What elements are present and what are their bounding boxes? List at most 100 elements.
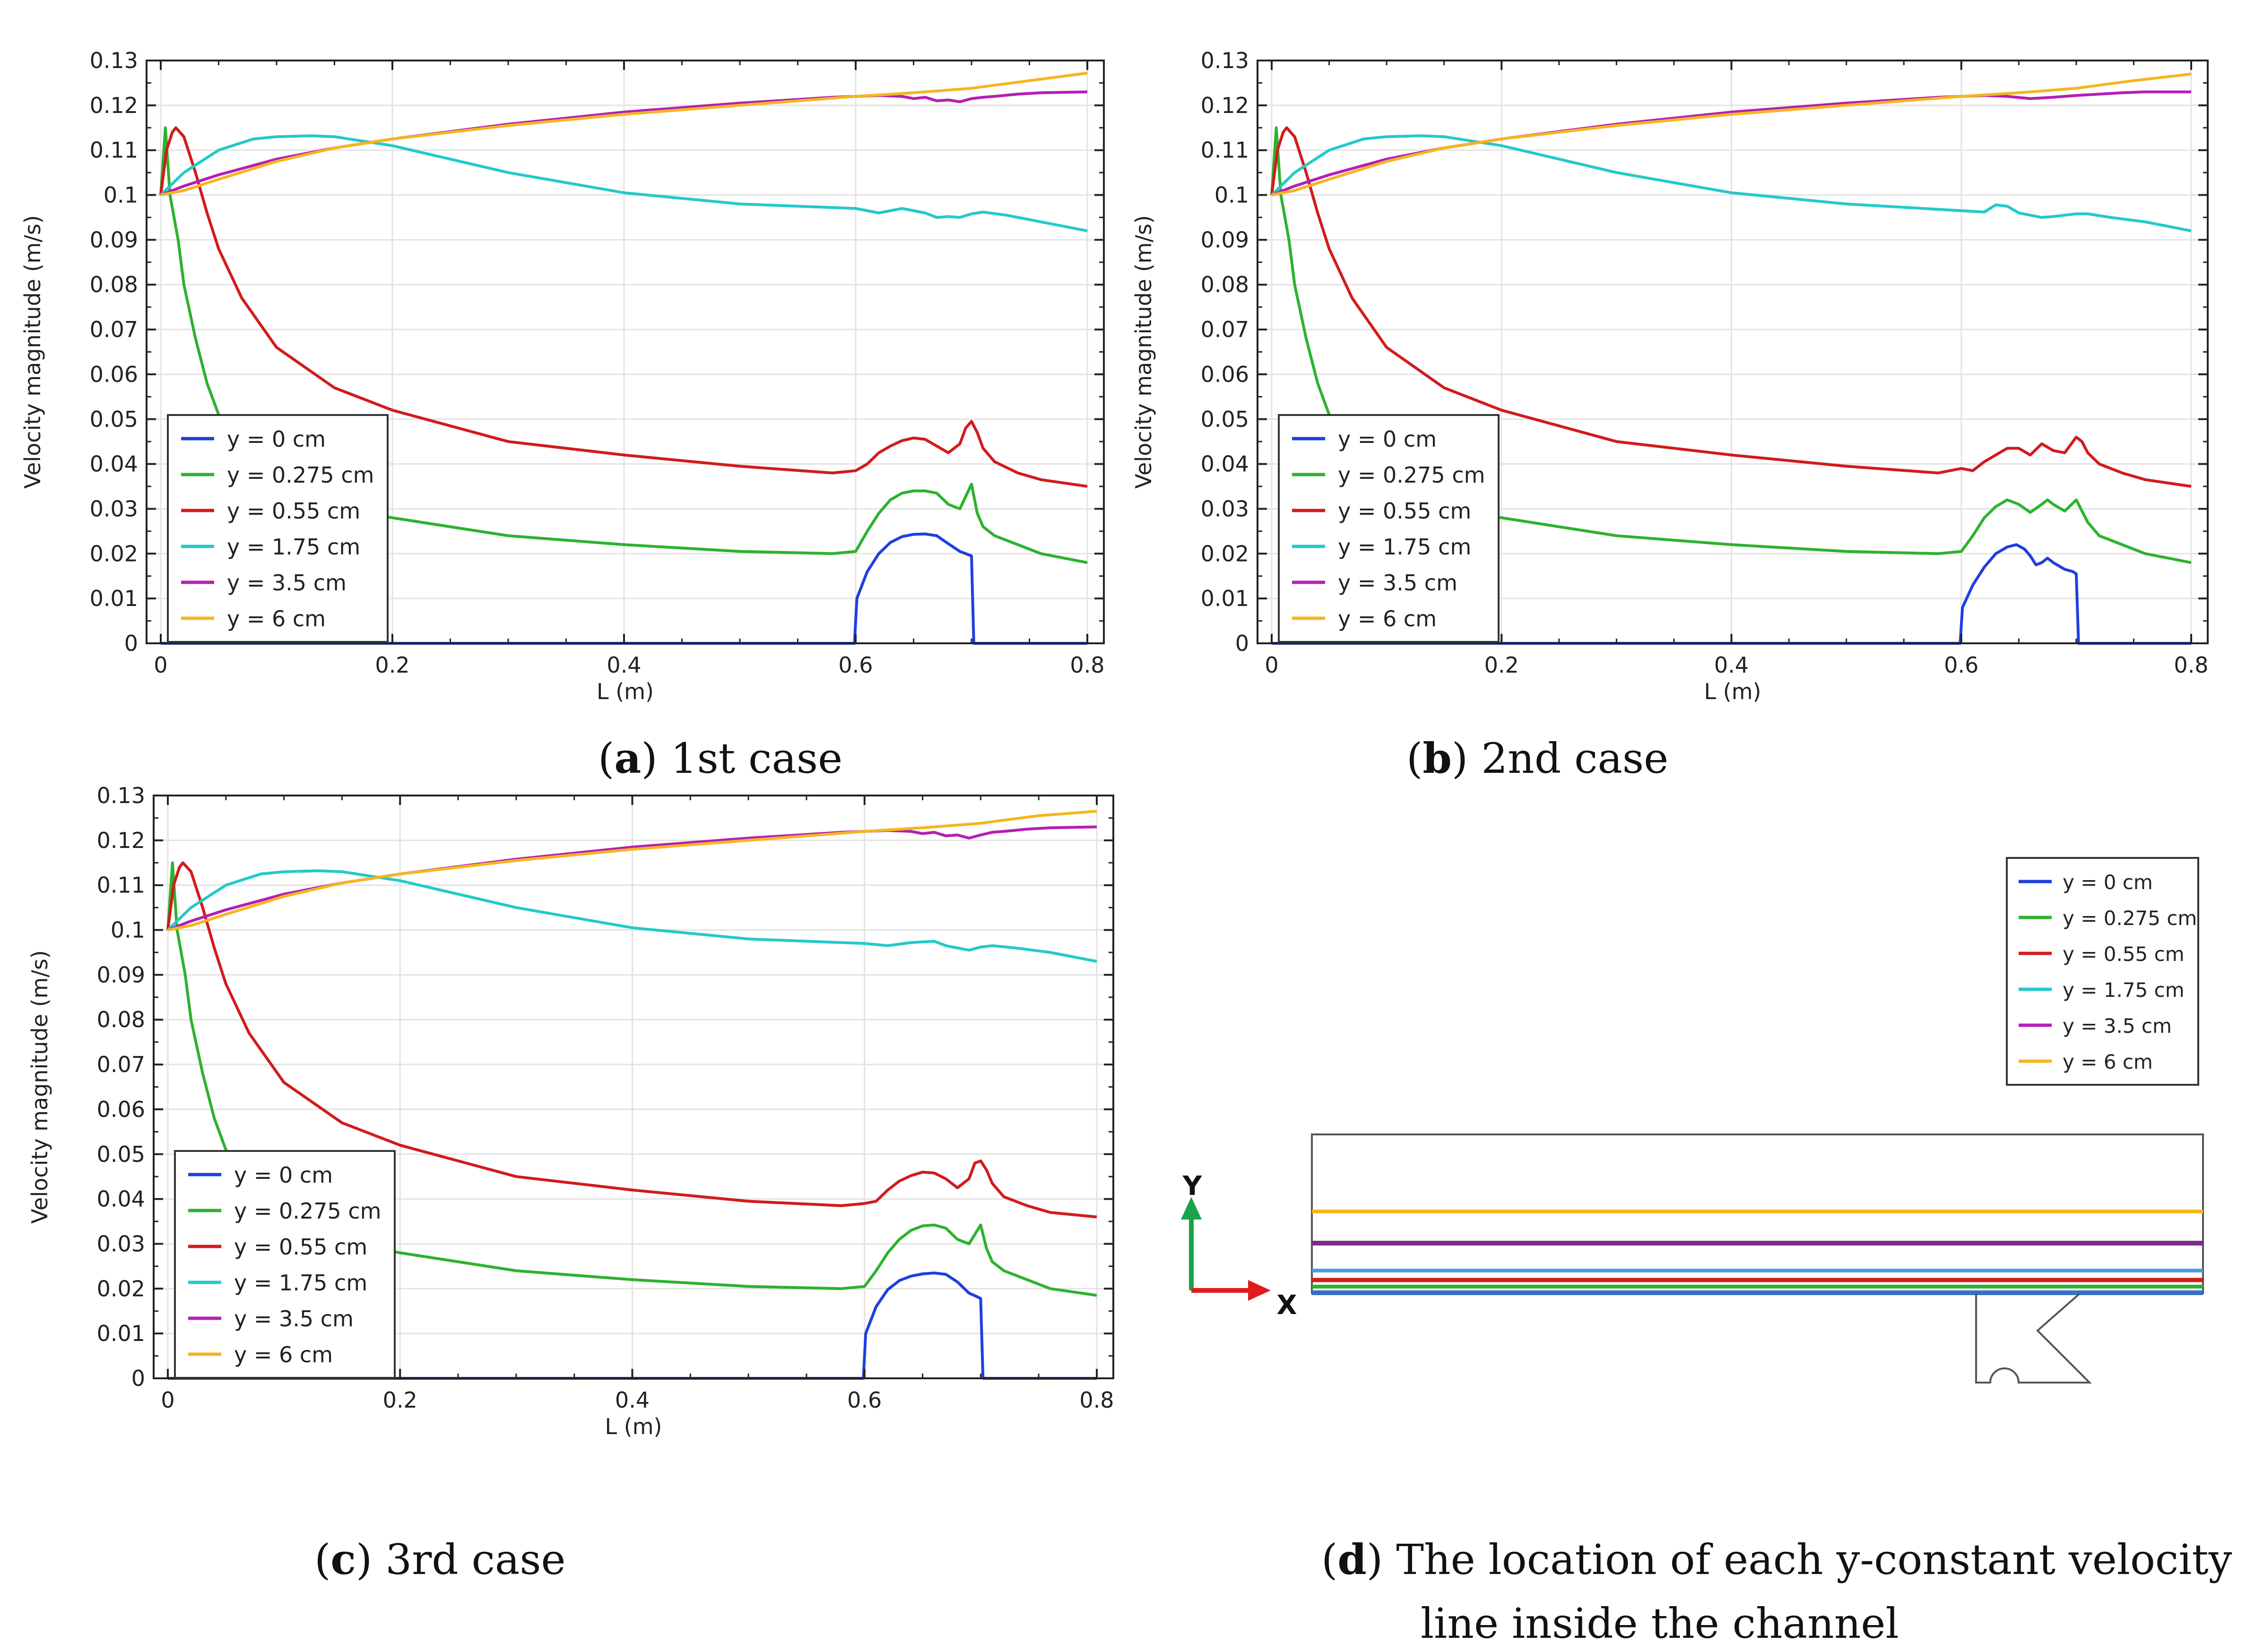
caption-b-text: 2nd case (1468, 734, 1668, 783)
y-tick-label: 0.1 (1214, 182, 1249, 208)
series-line-1 (166, 861, 1097, 1297)
y-tick-label: 0.09 (90, 227, 138, 252)
y-axis-label: Velocity magnitude (m/s) (1131, 215, 1156, 489)
y-tick-label: 0.11 (1201, 138, 1249, 163)
y-tick-label: 0.05 (90, 407, 138, 432)
x-tick-label: 0.8 (2174, 652, 2208, 678)
legend-label-0: y = 0 cm (234, 1162, 333, 1188)
y-tick-label: 0.1 (111, 917, 145, 943)
legend-d-label-1: y = 0.275 cm (2063, 907, 2197, 930)
x-axis-label: L (m) (1704, 679, 1761, 704)
legend-label-2: y = 0.55 cm (227, 498, 360, 524)
chart-b: 0 0.01 0.02 0.03 0.04 0.05 0.06 0.07 0.08 0.09 0.1… (1131, 48, 2209, 704)
y-tick-label: 0.11 (97, 873, 145, 898)
x-tick-label: 0 (1265, 652, 1278, 678)
y-tick-label: 0.08 (1201, 272, 1249, 297)
y-axis-label: Y (1182, 1171, 1203, 1202)
x-axis-label: L (m) (597, 679, 654, 704)
y-tick-label: 0.03 (90, 496, 138, 521)
legend-label-4: y = 3.5 cm (1338, 570, 1457, 596)
legend-d-label-2: y = 0.55 cm (2063, 943, 2185, 966)
y-axis-arrowhead (1181, 1197, 1202, 1220)
legend-label-3: y = 1.75 cm (1338, 534, 1471, 560)
y-axis-label: Velocity magnitude (m/s) (20, 215, 45, 489)
legend-box (167, 414, 389, 643)
x-axis-label: X (1276, 1290, 1297, 1321)
series-line-2 (166, 861, 1097, 1219)
legend-label-1: y = 0.275 cm (1338, 462, 1485, 488)
caption-a-letter: a (614, 734, 641, 783)
x-tick-label: 0.2 (383, 1387, 417, 1413)
y-tick-label: 0.01 (97, 1321, 145, 1346)
legend-label-5: y = 6 cm (227, 606, 326, 631)
legend-label-3: y = 1.75 cm (234, 1270, 367, 1296)
caption-d-letter: d (1337, 1535, 1367, 1584)
y-axis-label: Velocity magnitude (m/s) (27, 950, 52, 1224)
y-tick-label: 0.11 (90, 138, 138, 163)
y-tick-label: 0.1 (104, 182, 138, 208)
y-tick-label: 0.07 (97, 1052, 145, 1077)
legend-label-5: y = 6 cm (234, 1342, 333, 1367)
x-axis-arrowhead (1248, 1280, 1271, 1301)
y-tick-label: 0.03 (1201, 496, 1249, 521)
caption-d-text: The location of each y-constant velocity (1383, 1535, 2232, 1584)
legend-label-3: y = 1.75 cm (227, 534, 360, 560)
legend-d-label-0: y = 0 cm (2063, 871, 2153, 894)
series-line-0 (161, 532, 1087, 645)
channel-schematic: y = 0 cm y = 0.275 cm y = 0.55 cm y = 1.75 … (1181, 857, 2204, 1384)
series-line-3 (159, 134, 1088, 233)
y-tick-label: 0.12 (90, 93, 138, 118)
x-tick-label: 0.2 (375, 652, 409, 678)
x-tick-label: 0.6 (847, 1387, 882, 1413)
y-tick-label: 0.04 (1201, 451, 1249, 477)
caption-b-letter: b (1422, 734, 1452, 783)
legend-label-0: y = 0 cm (227, 426, 326, 452)
x-tick-label: 0.4 (607, 652, 641, 678)
legend-d: y = 0 cm y = 0.275 cm y = 0.55 cm y = 1.75 … (2006, 857, 2199, 1086)
y-tick-label: 0 (124, 631, 138, 656)
legend-box (174, 1150, 396, 1379)
y-tick-label: 0.08 (90, 272, 138, 297)
series-line-0 (1272, 543, 2191, 645)
series-line-5 (167, 810, 1097, 932)
caption-c-letter: c (330, 1535, 356, 1584)
caption-d-line2: line inside the channel (1421, 1599, 1899, 1648)
caption-c: (c) 3rd case (314, 1535, 566, 1584)
caption-b: (b) 2nd case (1406, 734, 1668, 783)
y-tick-label: 0.09 (1201, 227, 1249, 252)
legend-label-2: y = 0.55 cm (234, 1234, 367, 1260)
x-tick-label: 0 (161, 1387, 174, 1413)
y-tick-label: 0.02 (97, 1276, 145, 1301)
x-tick-label: 0.4 (615, 1387, 650, 1413)
series-line-5 (1271, 72, 2192, 197)
y-tick-label: 0.01 (1201, 586, 1249, 611)
legend-box (1278, 414, 1500, 643)
x-tick-label: 0.8 (1070, 652, 1104, 678)
caption-a-text: 1st case (658, 734, 842, 783)
y-tick-label: 0.13 (97, 783, 145, 808)
caption-c-text: 3rd case (372, 1535, 565, 1584)
y-tick-label: 0.06 (90, 362, 138, 387)
y-tick-label: 0.05 (97, 1142, 145, 1167)
x-tick-label: 0.6 (1944, 652, 1978, 678)
legend-label-4: y = 3.5 cm (227, 570, 347, 596)
legend-label-5: y = 6 cm (1338, 606, 1437, 631)
legend-d-label-4: y = 3.5 cm (2063, 1014, 2172, 1038)
x-axis-label: L (m) (605, 1414, 662, 1439)
legend-box-d (2006, 857, 2199, 1086)
y-tick-label: 0.06 (1201, 362, 1249, 387)
legend-label-1: y = 0.275 cm (227, 462, 374, 488)
legend-label-2: y = 0.55 cm (1338, 498, 1471, 524)
y-tick-label: 0.12 (1201, 93, 1249, 118)
y-tick-label: 0.09 (97, 962, 145, 987)
series-line-5 (160, 71, 1088, 197)
y-tick-label: 0.08 (97, 1007, 145, 1032)
y-tick-label: 0.02 (1201, 541, 1249, 566)
y-tick-label: 0.07 (1201, 317, 1249, 342)
chart-c: 0 0.01 0.02 0.03 0.04 0.05 0.06 0.07 0.08 0.09 0.1… (27, 783, 1114, 1439)
y-tick-label: 0.05 (1201, 407, 1249, 432)
x-tick-label: 0.6 (838, 652, 873, 678)
y-tick-label: 0.04 (97, 1186, 145, 1212)
y-tick-label: 0 (1235, 631, 1249, 656)
